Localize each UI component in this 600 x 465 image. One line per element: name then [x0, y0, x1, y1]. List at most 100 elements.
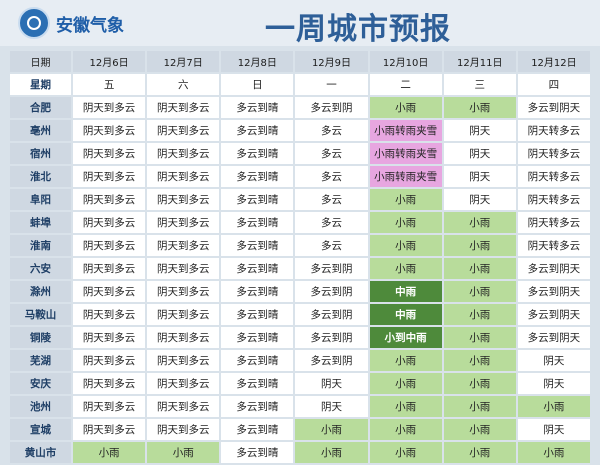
forecast-cell: 多云到阴 — [295, 281, 368, 302]
table-row: 阜阳 阴天到多云 阴天到多云 多云到晴 多云 小雨 阴天 阴天转多云 — [10, 189, 590, 210]
forecast-cell: 阴天 — [517, 350, 590, 371]
forecast-cell: 多云到阴 — [295, 97, 368, 118]
forecast-cell: 阴天转多云 — [517, 235, 590, 256]
table-row: 宿州 阴天到多云 阴天到多云 多云到晴 多云 小雨转雨夹雪 阴天 阴天转多云 — [10, 143, 590, 164]
forecast-cell: 多云到阴 — [295, 350, 368, 371]
forecast-cell: 阴天转多云 — [517, 166, 590, 187]
city-rows: 合肥 阴天到多云 阴天到多云 多云到晴 多云到阴 小雨 小雨 多云到阴天 亳州 阴天到多云 阴天到多… — [10, 97, 590, 463]
forecast-cell: 多云到阴 — [295, 304, 368, 325]
forecast-cell: 阴天到多云 — [73, 120, 146, 141]
forecast-cell: 多云到晴 — [221, 235, 294, 256]
table-row: 芜湖 阴天到多云 阴天到多云 多云到晴 多云到阴 小雨 小雨 阴天 — [10, 350, 590, 371]
forecast-cell: 小雨 — [369, 442, 442, 463]
forecast-cell: 阴天到多云 — [73, 166, 146, 187]
forecast-cell: 小雨 — [369, 419, 442, 440]
table-row: 铜陵 阴天到多云 阴天到多云 多云到晴 多云到阴 小到中雨 小雨 多云到阴天 — [10, 327, 590, 348]
forecast-cell: 小雨 — [369, 396, 442, 417]
forecast-cell: 阴天到多云 — [147, 281, 220, 302]
forecast-cell: 小雨 — [369, 373, 442, 394]
city-name: 铜陵 — [10, 327, 71, 348]
city-name: 马鞍山 — [10, 304, 71, 325]
forecast-cell: 多云到晴 — [221, 166, 294, 187]
forecast-cell: 阴天到多云 — [147, 396, 220, 417]
forecast-cell: 多云到晴 — [221, 281, 294, 302]
forecast-cell: 多云到阴 — [295, 258, 368, 279]
table-row: 滁州 阴天到多云 阴天到多云 多云到晴 多云到阴 中雨 小雨 多云到阴天 — [10, 281, 590, 302]
forecast-cell: 阴天到多云 — [147, 419, 220, 440]
forecast-cell: 小雨 — [147, 442, 220, 463]
forecast-cell: 小雨 — [369, 97, 442, 118]
forecast-cell: 多云 — [295, 212, 368, 233]
forecast-cell: 多云到阴 — [295, 327, 368, 348]
forecast-cell: 阴天 — [295, 373, 368, 394]
city-name: 蚌埠 — [10, 212, 71, 233]
forecast-cell: 多云到阴天 — [517, 304, 590, 325]
table-row: 蚌埠 阴天到多云 阴天到多云 多云到晴 多云 小雨 小雨 阴天转多云 — [10, 212, 590, 233]
forecast-cell: 小雨 — [443, 97, 516, 118]
forecast-cell: 多云 — [295, 143, 368, 164]
forecast-cell: 小雨 — [443, 258, 516, 279]
forecast-cell: 小雨 — [369, 189, 442, 210]
forecast-cell: 小雨 — [443, 419, 516, 440]
city-name: 六安 — [10, 258, 71, 279]
table-row: 马鞍山 阴天到多云 阴天到多云 多云到晴 多云到阴 中雨 小雨 多云到阴天 — [10, 304, 590, 325]
forecast-cell: 中雨 — [369, 281, 442, 302]
weather-logo-icon — [18, 7, 50, 39]
forecast-cell: 多云 — [295, 120, 368, 141]
forecast-cell: 小雨 — [369, 212, 442, 233]
table-row: 安庆 阴天到多云 阴天到多云 多云到晴 阴天 小雨 小雨 阴天 — [10, 373, 590, 394]
forecast-cell: 阴天到多云 — [73, 97, 146, 118]
date-cell: 12月11日 — [443, 51, 516, 72]
forecast-cell: 阴天到多云 — [73, 327, 146, 348]
weekday-cell: 五 — [73, 74, 146, 95]
forecast-cell: 阴天转多云 — [517, 143, 590, 164]
forecast-cell: 小雨 — [443, 327, 516, 348]
weekday-cell: 六 — [147, 74, 220, 95]
forecast-cell: 小雨 — [73, 442, 146, 463]
forecast-cell: 小雨 — [443, 350, 516, 371]
weekday-cell: 日 — [221, 74, 294, 95]
city-name: 安庆 — [10, 373, 71, 394]
forecast-cell: 阴天到多云 — [147, 350, 220, 371]
city-name: 滁州 — [10, 281, 71, 302]
city-name: 芜湖 — [10, 350, 71, 371]
forecast-cell: 小到中雨 — [369, 327, 442, 348]
weekday-cell: 四 — [517, 74, 590, 95]
table-row: 池州 阴天到多云 阴天到多云 多云到晴 阴天 小雨 小雨 小雨 — [10, 396, 590, 417]
forecast-cell: 阴天到多云 — [147, 373, 220, 394]
forecast-cell: 阴天到多云 — [73, 258, 146, 279]
forecast-cell: 多云到晴 — [221, 327, 294, 348]
forecast-cell: 多云到晴 — [221, 212, 294, 233]
date-header-row: 日期 12月6日 12月7日 12月8日 12月9日 12月10日 12月11日… — [10, 51, 590, 72]
forecast-cell: 阴天到多云 — [147, 166, 220, 187]
table-row: 六安 阴天到多云 阴天到多云 多云到晴 多云到阴 小雨 小雨 多云到阴天 — [10, 258, 590, 279]
forecast-cell: 小雨 — [369, 235, 442, 256]
forecast-cell: 小雨 — [443, 396, 516, 417]
forecast-cell: 多云到晴 — [221, 373, 294, 394]
forecast-cell: 阴天到多云 — [73, 304, 146, 325]
page-title: 一周城市预报 — [265, 12, 451, 47]
forecast-cell: 多云到阴天 — [517, 281, 590, 302]
forecast-cell: 阴天 — [295, 396, 368, 417]
city-name: 亳州 — [10, 120, 71, 141]
forecast-cell: 多云到晴 — [221, 97, 294, 118]
table-row: 淮南 阴天到多云 阴天到多云 多云到晴 多云 小雨 小雨 阴天转多云 — [10, 235, 590, 256]
date-cell: 12月12日 — [517, 51, 590, 72]
table-row: 合肥 阴天到多云 阴天到多云 多云到晴 多云到阴 小雨 小雨 多云到阴天 — [10, 97, 590, 118]
forecast-cell: 多云到晴 — [221, 143, 294, 164]
org-name: 安徽气象 — [56, 16, 124, 36]
forecast-cell: 阴天到多云 — [73, 350, 146, 371]
city-name: 淮南 — [10, 235, 71, 256]
forecast-cell: 小雨 — [295, 442, 368, 463]
date-cell: 12月10日 — [369, 51, 442, 72]
forecast-cell: 小雨 — [443, 235, 516, 256]
city-name: 宿州 — [10, 143, 71, 164]
header: 安徽气象 一周城市预报 — [0, 0, 600, 47]
forecast-cell: 阴天到多云 — [73, 143, 146, 164]
forecast-cell: 阴天到多云 — [147, 143, 220, 164]
forecast-cell: 小雨 — [443, 304, 516, 325]
forecast-cell: 小雨 — [443, 442, 516, 463]
forecast-cell: 阴天到多云 — [147, 258, 220, 279]
table-row: 淮北 阴天到多云 阴天到多云 多云到晴 多云 小雨转雨夹雪 阴天 阴天转多云 — [10, 166, 590, 187]
forecast-cell: 多云到晴 — [221, 120, 294, 141]
